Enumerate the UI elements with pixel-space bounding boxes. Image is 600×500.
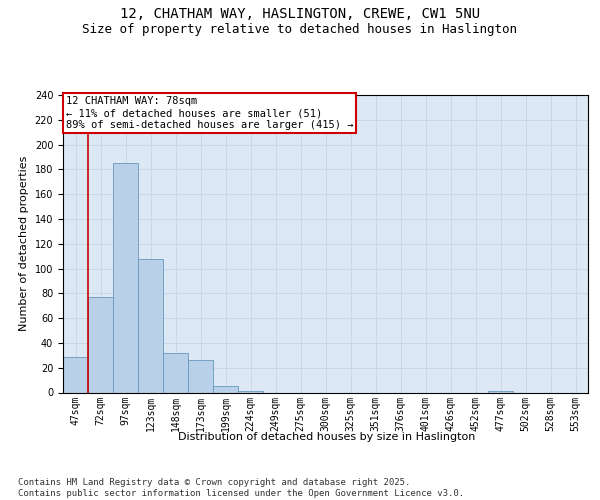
Text: 12 CHATHAM WAY: 78sqm
← 11% of detached houses are smaller (51)
89% of semi-deta: 12 CHATHAM WAY: 78sqm ← 11% of detached … (65, 96, 353, 130)
Y-axis label: Number of detached properties: Number of detached properties (19, 156, 29, 332)
Bar (88, 297, 113, 392)
Bar (63, 356, 88, 392)
Text: Size of property relative to detached houses in Haslington: Size of property relative to detached ho… (83, 22, 517, 36)
Bar (163, 353, 188, 393)
Text: Contains HM Land Registry data © Crown copyright and database right 2025.
Contai: Contains HM Land Registry data © Crown c… (18, 478, 464, 498)
Bar (138, 258, 163, 392)
Bar (113, 163, 138, 392)
Bar (213, 386, 238, 392)
Bar (188, 360, 213, 392)
Text: Distribution of detached houses by size in Haslington: Distribution of detached houses by size … (178, 432, 476, 442)
Text: 12, CHATHAM WAY, HASLINGTON, CREWE, CW1 5NU: 12, CHATHAM WAY, HASLINGTON, CREWE, CW1 … (120, 8, 480, 22)
